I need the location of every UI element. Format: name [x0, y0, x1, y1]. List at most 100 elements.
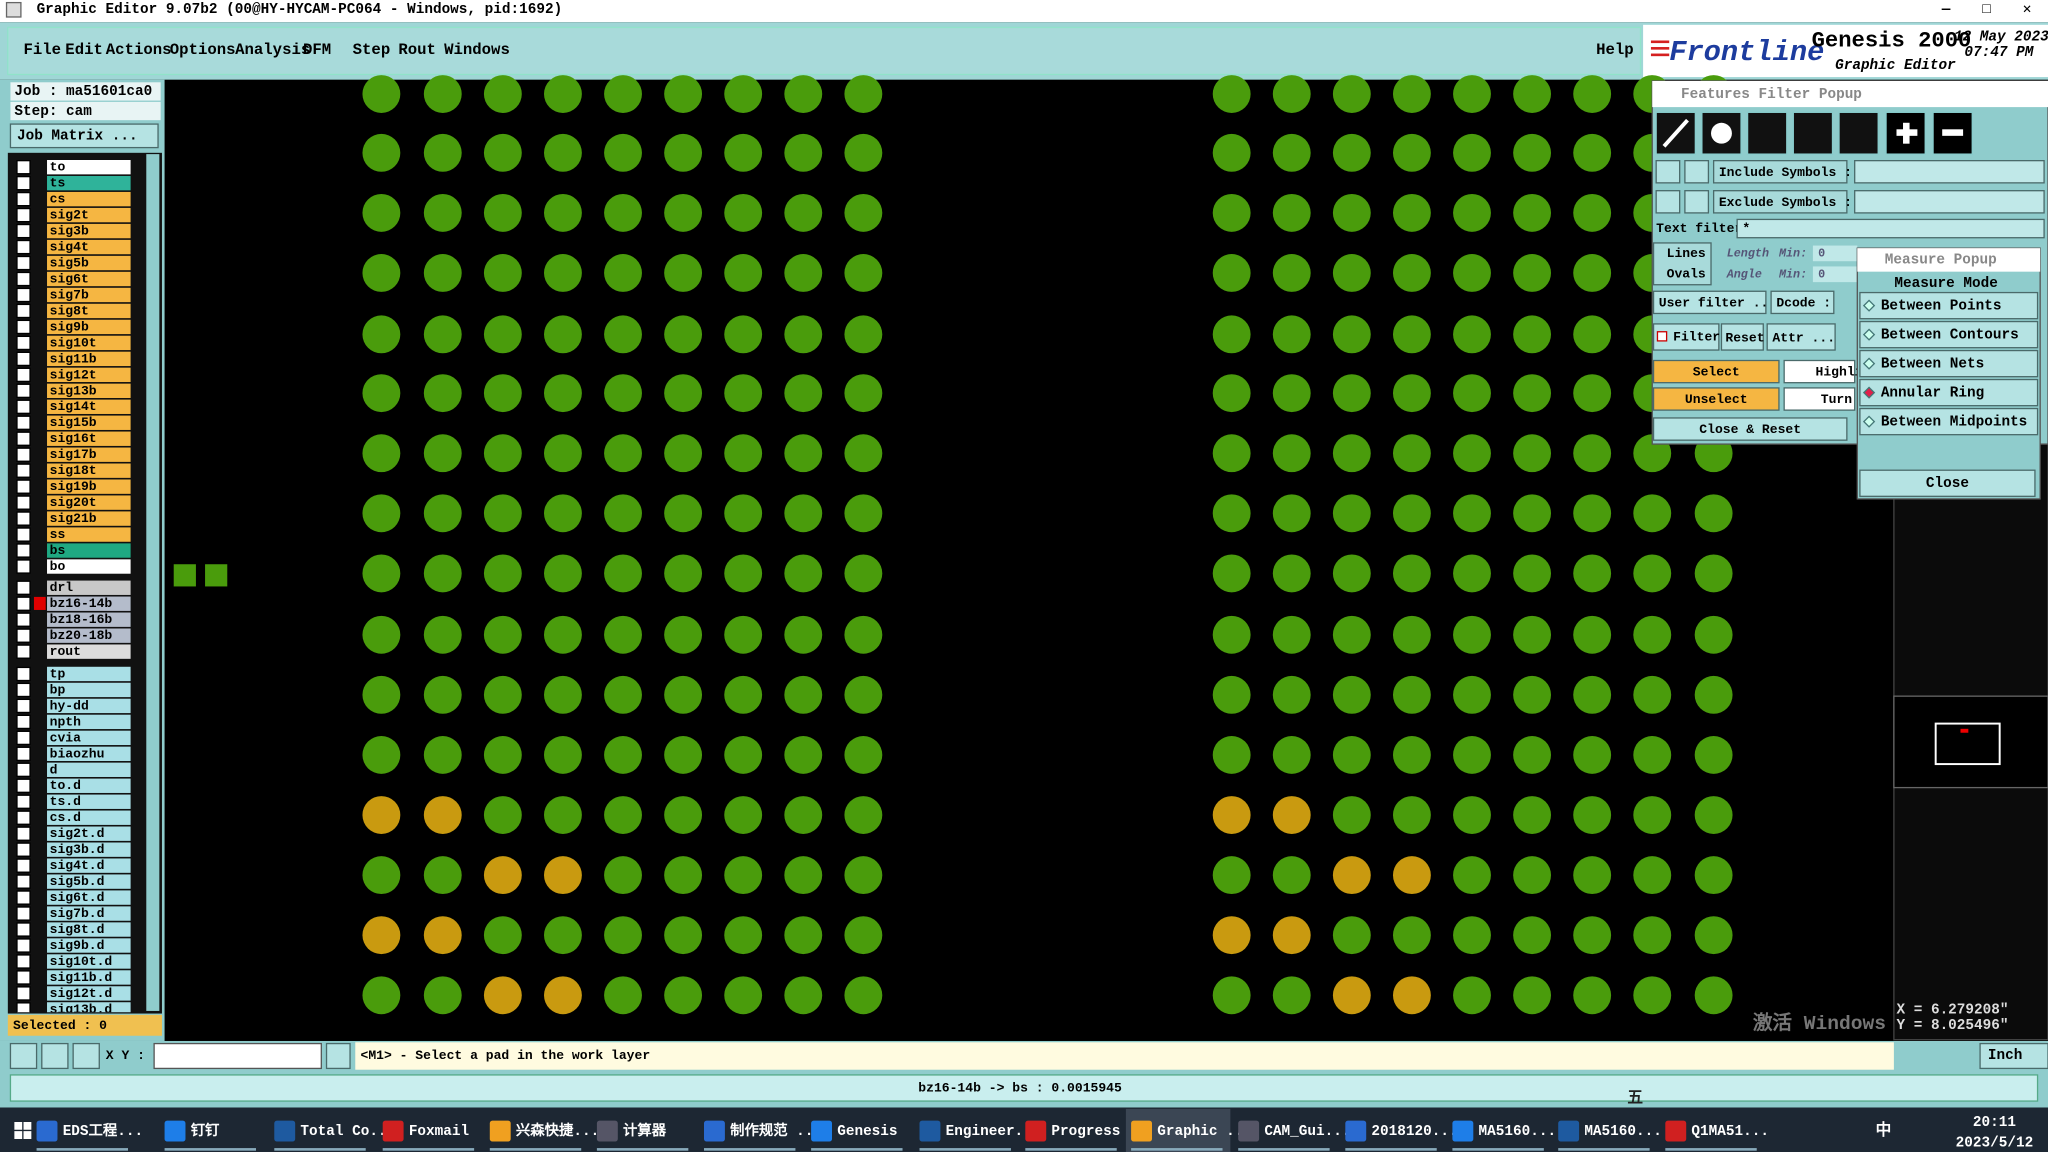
button[interactable] [41, 1042, 69, 1070]
task-icon[interactable] [1665, 1120, 1687, 1142]
task-icon[interactable] [164, 1120, 186, 1142]
menu-item[interactable]: File [24, 41, 62, 59]
layer-row[interactable] [47, 255, 131, 271]
layer-row[interactable] [47, 399, 131, 414]
layer-name[interactable]: cs.d [50, 810, 81, 825]
menu-item[interactable]: Options [170, 41, 236, 59]
layer-row[interactable] [47, 810, 131, 825]
layer-name[interactable]: cs [50, 192, 66, 207]
task-item[interactable]: Graphic ... [1157, 1124, 1252, 1140]
task-item[interactable]: 2018120... [1371, 1124, 1457, 1140]
task-icon[interactable] [596, 1120, 618, 1142]
layer-checkbox[interactable] [16, 335, 31, 351]
layer-row[interactable] [47, 778, 131, 793]
task-icon[interactable] [1131, 1120, 1152, 1142]
measure-option[interactable]: Between Nets [1881, 356, 1984, 372]
task-icon[interactable] [1345, 1120, 1367, 1142]
task-icon[interactable] [1452, 1120, 1474, 1142]
layer-name[interactable]: sig21b [50, 511, 97, 526]
layer-row[interactable] [47, 479, 131, 494]
layer-row[interactable] [47, 367, 131, 383]
attr[interactable]: Attr ... [1772, 331, 1835, 346]
layer-checkbox[interactable] [16, 730, 31, 746]
layer-name[interactable]: sig9b.d [50, 938, 105, 953]
layer-name[interactable]: sig8t [50, 303, 89, 318]
layer-row[interactable] [47, 986, 131, 1001]
layer-name[interactable]: ts [50, 176, 66, 191]
layer-checkbox[interactable] [16, 810, 31, 825]
layer-row[interactable] [47, 746, 131, 762]
button[interactable] [1783, 387, 1856, 411]
layer-name[interactable]: biaozhu [50, 746, 105, 761]
button[interactable] [1655, 160, 1681, 184]
layer-checkbox[interactable] [16, 303, 31, 319]
layer-row[interactable] [47, 527, 131, 542]
layer-row[interactable] [47, 335, 131, 351]
measure-option[interactable]: Between Midpoints [1881, 414, 2028, 430]
layer-name[interactable]: sig5b.d [50, 874, 105, 889]
layer-checkbox[interactable] [16, 271, 31, 287]
task-item[interactable]: MA5160... [1479, 1124, 1557, 1140]
layer-row[interactable] [47, 580, 131, 595]
layer-name[interactable]: hy-dd [50, 698, 89, 713]
layer-name[interactable]: sig20t [50, 495, 97, 510]
window-control[interactable]: — [1941, 2, 1951, 18]
layer-row[interactable] [47, 596, 131, 611]
layer-row[interactable] [47, 415, 131, 430]
layer-name[interactable]: sig5b [50, 255, 89, 270]
layer-name[interactable]: sig3b [50, 224, 89, 239]
layer-checkbox[interactable] [16, 351, 31, 367]
layer-checkbox[interactable] [16, 223, 31, 239]
menu-item[interactable]: Actions [106, 41, 172, 59]
task-item[interactable]: Genesis [837, 1124, 897, 1140]
layer-checkbox[interactable] [16, 906, 31, 921]
menu-item[interactable]: DFM [303, 41, 331, 59]
layer-row[interactable] [47, 730, 131, 746]
task-item[interactable]: Total Co... [300, 1124, 395, 1140]
task-icon[interactable] [1025, 1120, 1047, 1142]
text-input[interactable] [1854, 160, 2045, 184]
layer-checkbox[interactable] [16, 698, 31, 714]
layer-row[interactable] [47, 559, 131, 574]
layer-checkbox[interactable] [16, 858, 31, 873]
layer-name[interactable]: to.d [50, 778, 81, 793]
reset[interactable]: Reset [1725, 331, 1764, 346]
button[interactable] [1859, 378, 2039, 407]
measure-option[interactable]: Annular Ring [1881, 385, 1984, 401]
user-filter[interactable]: User filter ... [1659, 295, 1776, 310]
layer-checkbox[interactable] [16, 367, 31, 383]
layer-checkbox[interactable] [16, 628, 31, 643]
layer-row[interactable] [47, 698, 131, 714]
layer-row[interactable] [47, 906, 131, 921]
layer-checkbox[interactable] [16, 890, 31, 905]
layer-name[interactable]: sig11b [50, 351, 97, 366]
layer-name[interactable]: sig2t [50, 208, 89, 223]
layer-row[interactable] [47, 890, 131, 905]
dcode[interactable]: Dcode : [1776, 295, 1831, 310]
menu-item[interactable]: Rout [398, 41, 436, 59]
layer-checkbox[interactable] [16, 1002, 31, 1016]
menu-item[interactable]: Help [1596, 41, 1634, 59]
layer-name[interactable]: sig16t [50, 431, 97, 446]
button[interactable] [1859, 320, 2039, 349]
layer-checkbox[interactable] [16, 612, 31, 627]
window-control[interactable]: □ [1982, 2, 1991, 18]
tool-button[interactable] [1838, 111, 1879, 155]
close[interactable]: Close [1926, 476, 1969, 492]
layer-name[interactable]: sig8t.d [50, 922, 105, 937]
layer-checkbox[interactable] [16, 287, 31, 303]
button[interactable] [1652, 387, 1780, 411]
layer-checkbox[interactable] [16, 175, 31, 191]
layer-row[interactable] [47, 319, 131, 335]
layer-checkbox[interactable] [16, 874, 31, 889]
layer-name[interactable]: sig19b [50, 479, 97, 494]
layer-checkbox[interactable] [16, 495, 31, 510]
layer-row[interactable] [47, 223, 131, 239]
text-input[interactable] [1736, 218, 2045, 239]
layer-name[interactable]: tp [50, 666, 66, 681]
layer-row[interactable] [47, 511, 131, 526]
layer-name[interactable]: npth [50, 714, 81, 729]
layer-row[interactable] [47, 954, 131, 969]
task-item[interactable]: 兴森快捷... [516, 1121, 599, 1140]
layer-row[interactable] [47, 666, 131, 682]
